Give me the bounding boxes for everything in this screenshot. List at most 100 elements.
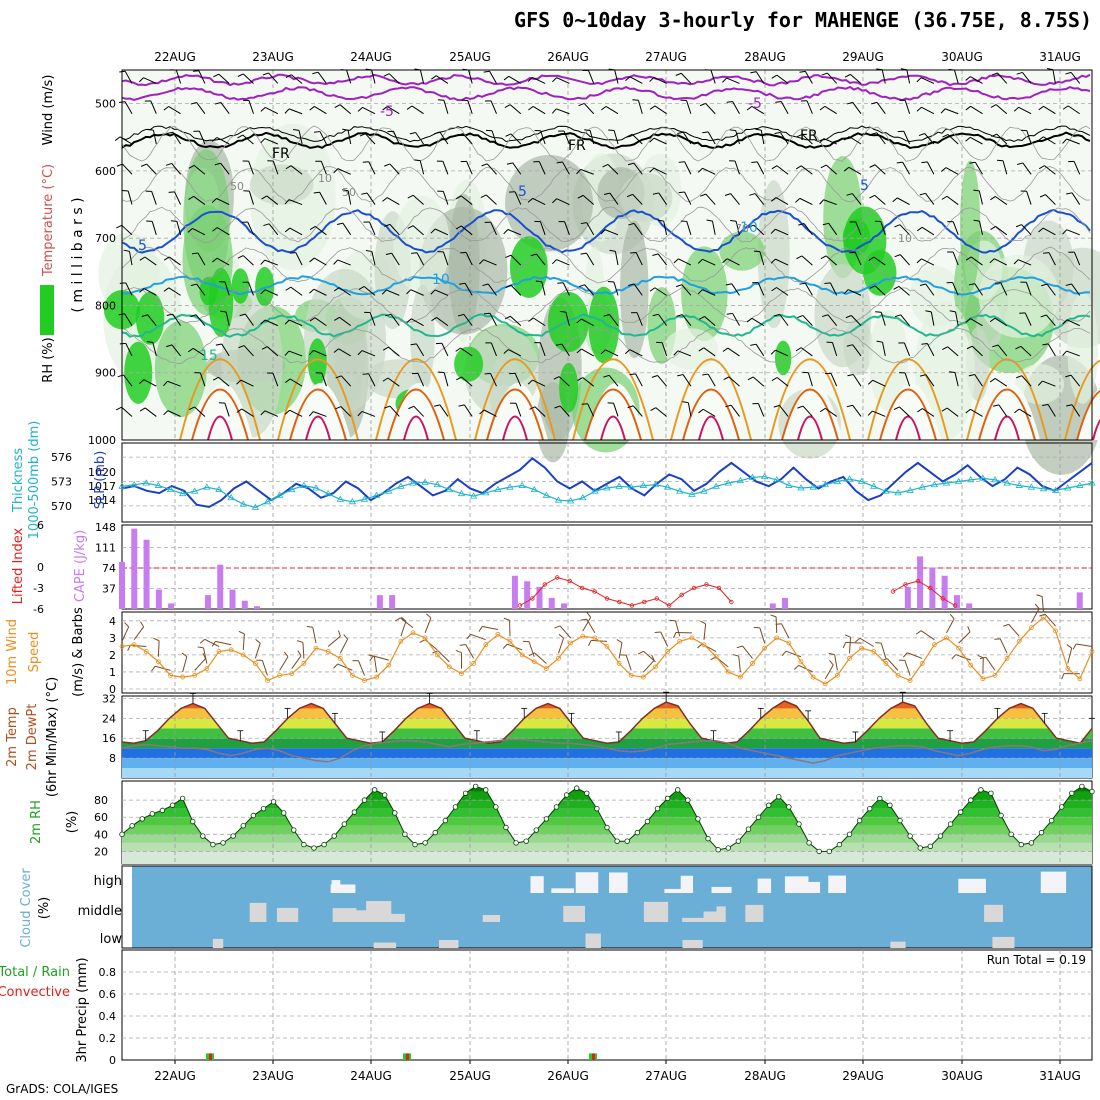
wind-barb [1013, 106, 1020, 112]
cloud-gap [333, 914, 347, 922]
rh-high [255, 266, 275, 307]
wind-barb [609, 314, 619, 326]
wind-barb [1071, 192, 1081, 205]
wind-barb [143, 77, 157, 84]
wind-barb [419, 160, 425, 175]
wind10m-barb [238, 630, 245, 635]
wind-speed-point [143, 649, 149, 654]
rh-point [705, 835, 711, 842]
wind10m-barb [958, 631, 971, 644]
wind-barb [822, 222, 829, 226]
wind10m-barb [121, 626, 130, 642]
wind-speed-point [398, 638, 404, 644]
wind-barb [151, 191, 157, 205]
wind-barb [750, 343, 757, 346]
panel-thickness-slp [121, 442, 1093, 523]
rh-band [122, 842, 1092, 852]
wind-barb [359, 133, 366, 137]
rh-point [1038, 829, 1045, 836]
wind-barb [342, 189, 349, 192]
wind-barb [347, 130, 352, 145]
wind-barb [730, 404, 740, 417]
wind10m-barb [886, 658, 899, 671]
wind-barb [313, 191, 320, 194]
wind-barb [854, 252, 862, 266]
wind-barb [699, 316, 705, 320]
wind-barb [483, 409, 497, 417]
wind-barb [776, 287, 789, 296]
cape-bar [524, 581, 531, 609]
wind-speed-point [604, 643, 610, 649]
wind-barb [580, 252, 587, 255]
wind-barb [1065, 71, 1072, 75]
wind-barb [272, 372, 279, 387]
date-label-bottom: 23AUG [252, 1069, 294, 1083]
wind-barb [732, 313, 740, 326]
wind-barb [555, 343, 562, 346]
wind-barb [735, 130, 740, 145]
wind-barb [1066, 138, 1080, 145]
wind-barb [968, 283, 975, 286]
wind-barb [490, 100, 497, 114]
contour-label: -5 [748, 96, 762, 112]
rh-point [867, 805, 873, 812]
ylabel-wind: Wind (m/s) [41, 75, 56, 146]
wind-barb [969, 136, 983, 145]
wind-barb [965, 256, 972, 261]
wind10m-barb [194, 658, 206, 671]
wind10m-barb [697, 643, 703, 649]
wind-barb [722, 258, 728, 264]
rh-point [169, 802, 176, 808]
wind-barb [147, 128, 154, 131]
wind-barb [796, 255, 803, 260]
wind-barb [710, 69, 716, 84]
li-point [530, 596, 535, 601]
wind10m-barb [204, 638, 220, 647]
wind-barb [463, 314, 473, 326]
wind-barb [900, 314, 910, 326]
wind10m-barb [673, 632, 677, 639]
wind-barb [382, 346, 389, 351]
wind-barb [682, 374, 692, 387]
wind-barb [848, 289, 862, 296]
wind-barb [1000, 282, 1008, 296]
wind-barb [483, 312, 491, 315]
wind-speed-point [495, 632, 501, 637]
rh-high [559, 362, 579, 413]
wind-barb [289, 378, 303, 387]
rh-band [122, 786, 1092, 792]
rh-shade [249, 164, 314, 205]
wind-barb [1041, 283, 1048, 287]
wind-barb [237, 255, 244, 259]
wind-barb [190, 283, 197, 287]
rh-point [614, 838, 620, 844]
wind-barb [748, 224, 754, 229]
wind-barb [194, 406, 206, 417]
wind-barb [413, 405, 424, 417]
wind-barb [588, 70, 595, 84]
wind-barb [684, 161, 692, 175]
wind-barb [361, 192, 368, 195]
wind-barb [678, 191, 685, 194]
wind10m-barb [842, 642, 847, 649]
wind-speed-point [665, 649, 671, 654]
wind-barb [974, 283, 983, 296]
wind-barb [825, 255, 838, 266]
li-point [542, 582, 548, 587]
wind-barb [314, 106, 327, 115]
cape-bar [769, 603, 776, 609]
wind-barb [921, 106, 935, 115]
wind-barb [1002, 160, 1008, 175]
wind-barb [528, 106, 534, 111]
wind-barb [263, 223, 270, 227]
wind-barb [771, 377, 778, 381]
wind-speed-point [277, 672, 283, 678]
rh-shade [959, 160, 981, 292]
thickness-marker [797, 484, 805, 491]
wind-barb [974, 161, 983, 175]
wind-barb [216, 198, 230, 205]
thickness-marker [700, 487, 708, 494]
wind10m-barb [339, 638, 349, 654]
wind-barb [443, 100, 449, 114]
wind-barb [676, 284, 683, 288]
